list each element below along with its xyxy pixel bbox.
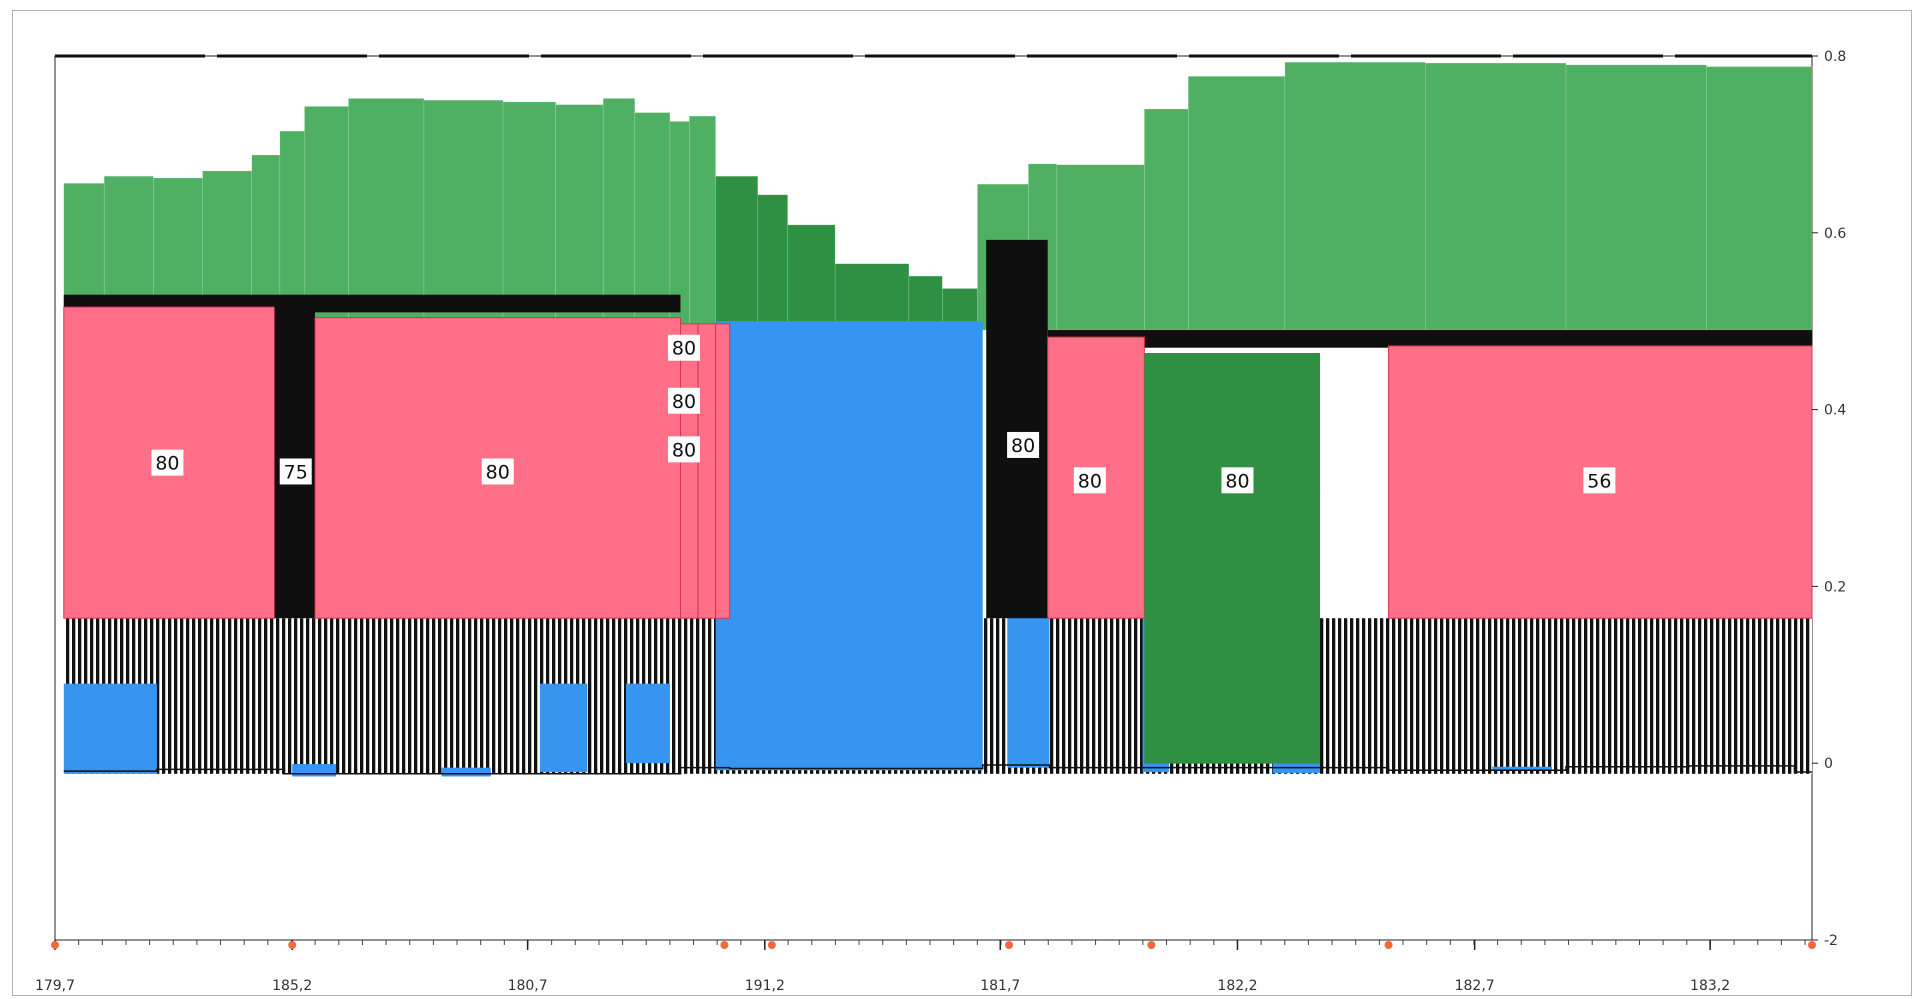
x-tick-label: 181,7 [980,978,1020,994]
green-step-29 [1706,66,1813,331]
segment-label: 80 [1011,435,1035,457]
segment-6 [986,239,1048,619]
black-band-right [1047,330,1812,348]
segment-label-box [481,458,514,485]
x-tick-label: 185,2 [272,978,312,994]
y-tick-label: 0.2 [1824,579,1846,595]
y-tick-label: 0.4 [1824,403,1846,419]
blue-block-3 [539,683,588,773]
y-tick-label: 0 [1824,756,1833,772]
y-tick-label: -2 [1824,933,1838,949]
segment-label-box [151,449,184,476]
green-step-26 [1284,61,1426,331]
blue-block-4 [626,683,670,764]
green-step-27 [1425,62,1567,331]
x-tick-label: 183,2 [1690,978,1730,994]
segment-label-box [1221,467,1254,494]
green-step-23 [1056,164,1145,331]
blue-block-0 [63,683,157,774]
segment-labels: 80 75 80 80 80 80 80 80 80 56 [151,334,1616,494]
green-step-28 [1565,64,1707,331]
segment-3 [679,323,699,619]
marker-dot [1005,941,1014,949]
marker-dot [1147,941,1156,949]
segment-label-box [1007,431,1040,458]
marker-dot [1808,941,1816,949]
x-tick-label: 180,7 [508,978,548,994]
marker-dot [767,941,776,949]
segment-label-box [279,458,312,485]
segment-5 [715,323,731,619]
x-tick-label: 191,2 [745,978,785,994]
segment-label: 80 [486,461,510,483]
green-step-15 [715,175,759,331]
green-step-10 [555,104,604,331]
green-step-16 [757,194,788,331]
green-step-12 [634,112,671,331]
green-step-24 [1144,108,1189,331]
marker-dot [720,941,729,949]
blue-column-4 [1492,766,1552,771]
x-tick-label: 179,7 [35,978,75,994]
segment-label-box [668,387,701,414]
green-step-18 [834,263,910,331]
green-step-6 [304,106,349,331]
green-step-25 [1187,76,1286,331]
green-step-14 [688,115,716,331]
green-step-9 [502,101,557,331]
segment-8 [1144,353,1321,764]
marker-dot [1384,941,1393,949]
segment-label-box [1583,467,1616,494]
segment-label-box [668,334,701,361]
green-step-11 [602,98,636,331]
segment-label: 80 [672,338,696,360]
chart-frame [12,10,1912,996]
blue-column-0 [715,321,983,771]
green-step-7 [348,98,425,331]
segment-label: 80 [672,439,696,461]
green-step-17 [787,224,836,331]
segment-label: 56 [1587,470,1611,492]
segment-label-box [1073,467,1106,494]
segment-4 [697,323,717,619]
step-outline [63,764,1812,775]
blue-block-2 [441,767,491,777]
x-tick-label: 182,2 [1217,978,1257,994]
segment-label: 80 [672,391,696,413]
segment-label: 80 [1225,470,1249,492]
x-tick-label: 182,7 [1455,978,1495,994]
blue-block-1 [292,764,337,777]
y-tick-label: 0.6 [1824,226,1846,242]
segment-label: 80 [1078,470,1102,492]
segment-label: 75 [284,461,308,483]
segment-label-box [668,436,701,463]
marker-dot [51,941,59,949]
y-tick-label: 0.8 [1824,49,1846,65]
segment-label: 80 [155,453,179,475]
marker-dot [288,941,297,949]
